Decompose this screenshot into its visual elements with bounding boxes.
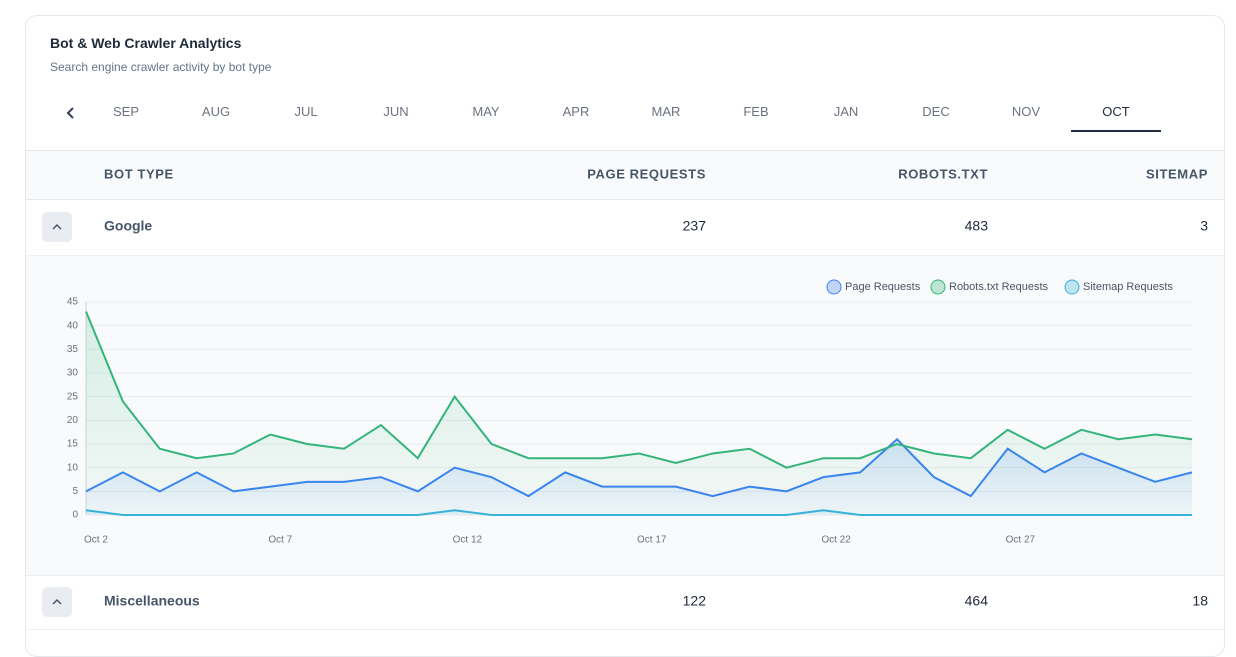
- x-tick-label: Oct 17: [637, 535, 667, 546]
- tab[interactable]: JAN: [833, 104, 859, 119]
- legend-label: Robots.txt Requests: [949, 281, 1049, 293]
- header-band: [26, 150, 1224, 200]
- y-tick-label: 5: [72, 486, 78, 497]
- line: [85, 509, 1192, 516]
- column-header: PAGE REQUESTS: [587, 166, 706, 181]
- tab[interactable]: DEC: [922, 104, 950, 119]
- tab[interactable]: MAY: [472, 104, 500, 119]
- chevron-up: [52, 598, 62, 605]
- y-tick-label: 0: [72, 510, 78, 521]
- chart-panel: [26, 255, 1224, 576]
- legend-swatch: [826, 279, 842, 295]
- card: Bot & Web Crawler Analytics Search engin…: [25, 15, 1225, 657]
- legend-label: Page Requests: [845, 281, 921, 293]
- tab[interactable]: SEP: [112, 104, 139, 119]
- cell-value: 3: [1200, 218, 1208, 234]
- expand-button[interactable]: [42, 212, 72, 242]
- tab[interactable]: APR: [562, 104, 590, 119]
- y-tick-label: 20: [67, 415, 79, 426]
- y-tick-label: 15: [67, 439, 79, 450]
- subtitle: Search engine crawler activity by bot ty…: [50, 60, 272, 74]
- cell-value: 18: [1192, 593, 1208, 609]
- x-tick-label: Oct 7: [268, 535, 292, 546]
- title: Bot & Web Crawler Analytics: [50, 35, 242, 51]
- y-tick-label: 25: [67, 391, 79, 402]
- table: BOT TYPE PAGE REQUESTS ROBOTS.TXT SITEMAP Go…: [26, 150, 1224, 630]
- tab[interactable]: NOV: [1011, 104, 1041, 119]
- bot-name: Miscellaneous: [104, 593, 200, 609]
- y-tick-label: 40: [67, 320, 79, 331]
- legend-label: Sitemap Requests: [1083, 281, 1173, 293]
- line: [85, 311, 1193, 469]
- tab[interactable]: JUL: [294, 104, 318, 119]
- area: [86, 311, 1192, 515]
- x-tick-label: Oct 22: [821, 535, 851, 546]
- tab[interactable]: MAR: [651, 104, 681, 119]
- tab[interactable]: AUG: [201, 104, 231, 119]
- tab-underline: [1071, 130, 1161, 132]
- y-tick-label: 45: [67, 297, 79, 308]
- page: Bot & Web Crawler Analytics Search engin…: [25, 15, 1225, 657]
- legend-swatch: [1064, 279, 1080, 295]
- column-header: SITEMAP: [1146, 166, 1208, 181]
- legend: Page Requests Robots.txt Requests Sitemap …: [826, 279, 1173, 295]
- prev-button[interactable]: [64, 106, 78, 120]
- cell-value: 464: [965, 593, 989, 609]
- tab[interactable]: JUN: [383, 104, 409, 119]
- chevron-up: [52, 223, 62, 230]
- legend-swatch: [930, 279, 946, 295]
- x-tick-label: Oct 2: [84, 535, 108, 546]
- y-tick-label: 10: [67, 462, 79, 473]
- bot-name: Google: [104, 218, 152, 234]
- x-tick-label: Oct 12: [453, 535, 483, 546]
- cell-value: 483: [965, 218, 989, 234]
- column-header: ROBOTS.TXT: [898, 166, 988, 181]
- tab[interactable]: OCT: [1102, 104, 1130, 119]
- y-tick-label: 30: [67, 368, 79, 379]
- button-bg: [42, 587, 72, 617]
- column-header: BOT TYPE: [104, 166, 174, 181]
- cell-value: 237: [683, 218, 707, 234]
- button-bg: [42, 212, 72, 242]
- tab[interactable]: FEB: [743, 104, 769, 119]
- x-tick-label: Oct 27: [1006, 535, 1036, 546]
- y-tick-label: 35: [67, 344, 79, 355]
- cell-value: 122: [683, 593, 707, 609]
- expand-button[interactable]: [42, 587, 72, 617]
